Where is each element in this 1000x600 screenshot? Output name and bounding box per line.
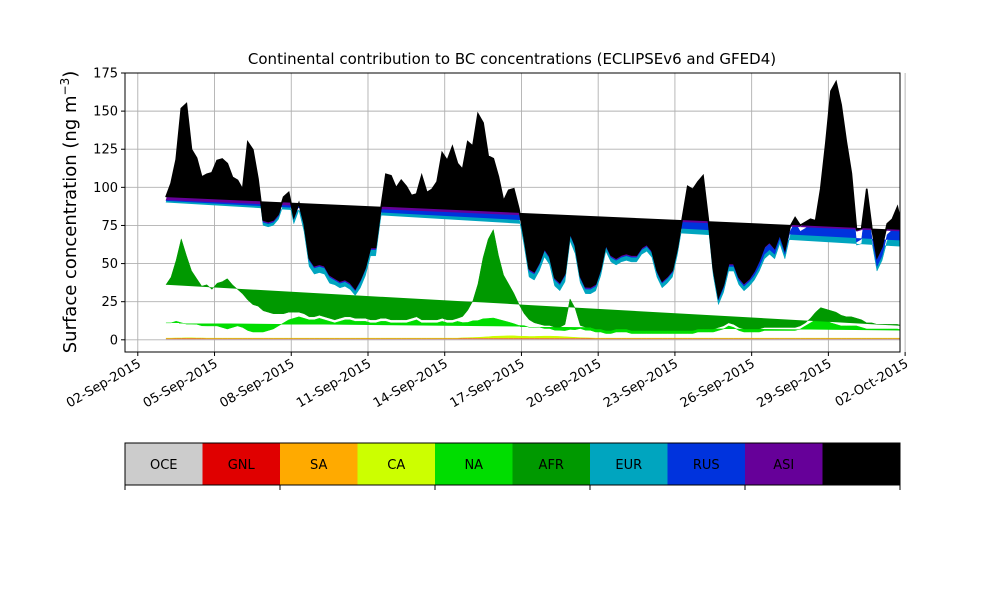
y-tick-label: 25 (101, 295, 118, 310)
y-tick-label: 0 (110, 333, 118, 348)
area-afr (165, 228, 900, 331)
y-axis: 0 25 50 75 100 125 150 175 (93, 67, 125, 348)
y-axis-label: Surface concentration (ng m−3) (58, 71, 81, 354)
y-tick-label: 75 (101, 219, 118, 234)
area-ca (165, 335, 900, 339)
y-tick-label: 50 (101, 257, 118, 272)
colorbar-label: EUR (615, 458, 642, 473)
colorbar-swatch-sa (280, 443, 358, 485)
colorbar-swatch-rus (667, 443, 745, 485)
area-aus (165, 81, 900, 298)
colorbar-swatch-eur (590, 443, 668, 485)
colorbar-swatch-oce (125, 443, 203, 485)
x-tick-label: 29-Sep-2015 (755, 356, 835, 411)
area-na (165, 316, 900, 334)
colorbar: OCE GNL SA CA NA AFR EUR RUS ASI AUS (124, 442, 901, 490)
x-tick-label: 05-Sep-2015 (141, 356, 221, 411)
plot-frame (124, 72, 901, 353)
colorbar-frame (124, 442, 901, 486)
colorbar-swatch-afr (512, 443, 590, 485)
colorbar-swatch-na (435, 443, 513, 485)
colorbar-swatch-ca (357, 443, 435, 485)
y-axis-label-main: Surface concentration (ng m (60, 95, 81, 353)
colorbar-swatch-aus (822, 443, 900, 485)
x-tick-label: 02-Oct-2015 (833, 356, 911, 410)
y-axis-label-exponent: −3 (58, 78, 72, 96)
colorbar-label: RUS (693, 458, 720, 473)
total-outline (165, 79, 900, 300)
x-tick-label: 20-Sep-2015 (524, 356, 604, 411)
x-tick-label: 14-Sep-2015 (371, 356, 451, 411)
colorbar-label: GNL (228, 458, 256, 473)
colorbar-label: AFR (539, 458, 564, 473)
colorbar-label: CA (387, 458, 405, 473)
y-tick-label: 125 (93, 143, 118, 158)
y-tick-label: 100 (93, 181, 118, 196)
y-tick-label: 150 (93, 105, 118, 120)
colorbar-swatch-asi (745, 443, 823, 485)
stacked-areas (165, 81, 900, 340)
x-tick-label: 02-Sep-2015 (64, 356, 144, 411)
x-axis: 02-Sep-201505-Sep-201508-Sep-201511-Sep-… (64, 352, 911, 411)
x-tick-label: 23-Sep-2015 (601, 356, 681, 411)
chart-title: Continental contribution to BC concentra… (248, 50, 776, 68)
x-tick-label: 26-Sep-2015 (678, 356, 758, 411)
colorbar-label: ASI (773, 458, 794, 473)
x-tick-label: 17-Sep-2015 (448, 356, 528, 411)
colorbar-label: AUS (848, 458, 875, 473)
colorbar-label: OCE (150, 458, 178, 473)
colorbar-label: SA (310, 458, 327, 473)
colorbar-swatch-gnl (202, 443, 280, 485)
x-tick-label: 11-Sep-2015 (294, 356, 374, 411)
y-axis-label-close: ) (60, 71, 81, 78)
x-tick-label: 08-Sep-2015 (217, 356, 297, 411)
colorbar-label: NA (464, 458, 483, 473)
y-tick-label: 175 (93, 67, 118, 82)
